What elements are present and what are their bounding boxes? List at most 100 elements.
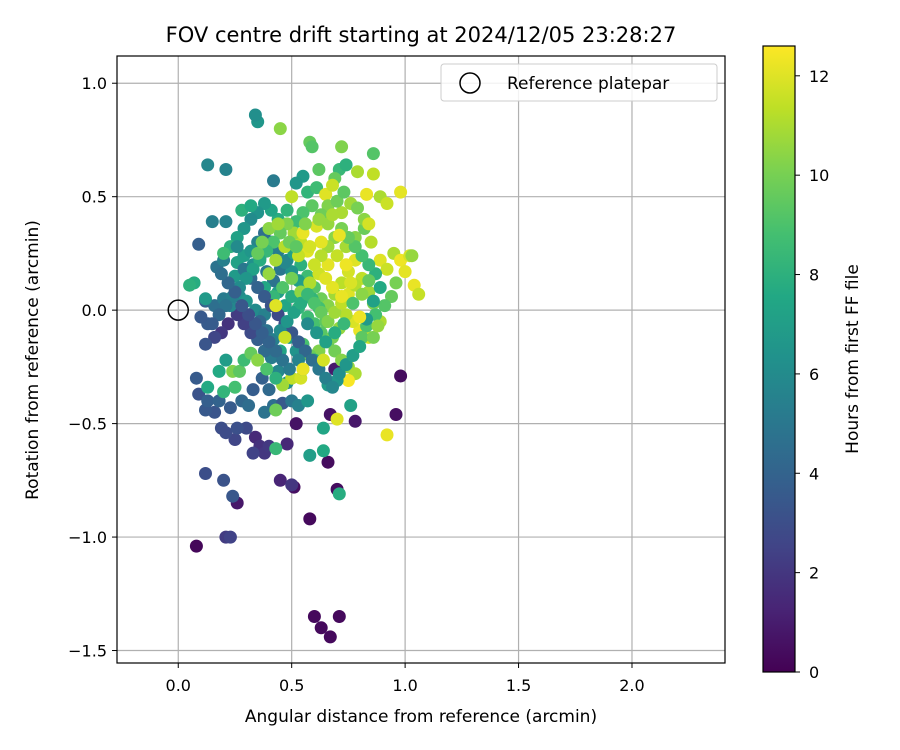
- data-point: [314, 249, 328, 263]
- data-point: [326, 208, 339, 222]
- chart-title: FOV centre drift starting at 2024/12/05 …: [166, 23, 677, 47]
- x-axis: 0.0 0.5 1.0 1.5 2.0: [166, 663, 645, 695]
- data-point: [319, 371, 333, 385]
- data-point: [303, 240, 317, 254]
- data-point: [303, 448, 317, 462]
- data-point: [192, 387, 206, 401]
- data-point: [228, 380, 242, 394]
- data-point: [260, 362, 274, 376]
- x-tick-label: 2.0: [619, 676, 644, 695]
- data-point: [321, 315, 335, 328]
- data-point: [248, 108, 262, 122]
- data-point: [201, 380, 215, 394]
- data-point: [301, 394, 315, 408]
- data-point: [307, 610, 321, 623]
- data-point: [289, 176, 303, 190]
- data-point: [351, 201, 364, 215]
- data-point: [328, 305, 342, 319]
- data-point: [205, 215, 219, 229]
- x-tick-label: 1.5: [506, 676, 531, 695]
- colorbar-tick-label: 12: [809, 67, 829, 86]
- data-point: [219, 426, 233, 440]
- data-point: [280, 217, 294, 231]
- data-point: [321, 258, 335, 272]
- legend-box: [440, 63, 718, 102]
- data-point: [385, 290, 398, 303]
- data-point: [221, 276, 235, 290]
- data-point: [239, 421, 253, 435]
- data-point: [189, 539, 203, 553]
- y-tick-label: −1.0: [68, 528, 107, 547]
- data-point: [346, 349, 360, 362]
- data-point: [326, 380, 339, 394]
- data-point: [319, 187, 333, 201]
- data-point: [405, 249, 419, 263]
- data-point: [344, 399, 358, 412]
- data-point: [296, 206, 310, 220]
- colorbar-tick-label: 2: [809, 564, 819, 583]
- data-point: [230, 421, 244, 435]
- data-point: [314, 305, 328, 319]
- x-tick-label: 0.5: [279, 676, 304, 695]
- data-point: [362, 258, 376, 272]
- data-point: [233, 364, 246, 378]
- data-point: [219, 299, 233, 313]
- x-tick-label: 0.0: [166, 676, 191, 695]
- data-point: [335, 140, 349, 154]
- data-point: [366, 330, 380, 344]
- colorbar-tick-label: 4: [809, 464, 819, 483]
- data-point: [258, 197, 271, 210]
- data-point: [269, 299, 283, 313]
- data-point: [301, 317, 315, 331]
- data-point: [219, 215, 233, 229]
- data-point: [314, 621, 328, 635]
- data-point: [394, 369, 408, 383]
- data-point: [278, 330, 292, 344]
- y-tick-label: 1.0: [82, 74, 107, 93]
- data-point: [201, 158, 215, 172]
- data-point: [269, 344, 283, 358]
- data-point: [298, 217, 312, 231]
- data-point: [282, 362, 296, 376]
- data-point: [296, 362, 310, 376]
- data-point: [305, 353, 319, 367]
- data-point: [348, 414, 362, 428]
- data-point: [235, 299, 249, 313]
- x-tick-label: 1.0: [392, 676, 417, 695]
- data-point: [223, 530, 237, 544]
- data-point: [199, 292, 212, 306]
- data-point: [307, 296, 321, 310]
- data-point: [310, 326, 324, 340]
- data-point: [278, 299, 292, 313]
- legend-entry-reference-platepar: Reference platepar: [507, 74, 669, 94]
- data-point: [258, 290, 271, 303]
- data-point: [389, 276, 403, 290]
- data-point: [335, 290, 349, 303]
- data-point: [273, 473, 287, 487]
- data-point: [314, 235, 328, 249]
- colorbar-tick-label: 6: [809, 365, 819, 384]
- data-point: [316, 421, 330, 435]
- data-point: [316, 353, 330, 367]
- data-point: [219, 163, 233, 176]
- data-point: [326, 178, 339, 192]
- colorbar-label: Hours from first FF file: [843, 264, 863, 454]
- data-point: [371, 319, 385, 333]
- data-point: [251, 353, 265, 367]
- data-point: [262, 335, 276, 349]
- data-point: [242, 308, 256, 322]
- reference-platepar-marker: [167, 299, 190, 321]
- data-point: [262, 267, 276, 281]
- data-point: [323, 630, 337, 644]
- data-point: [346, 296, 360, 310]
- colorbar-tick-label: 8: [809, 266, 819, 285]
- data-point: [280, 437, 294, 451]
- data-point: [205, 317, 219, 331]
- data-point: [208, 330, 222, 344]
- data-point: [217, 385, 231, 399]
- data-point: [362, 217, 376, 231]
- data-point: [332, 610, 346, 623]
- data-points: [183, 108, 426, 644]
- data-point: [319, 271, 333, 285]
- data-point: [239, 271, 253, 285]
